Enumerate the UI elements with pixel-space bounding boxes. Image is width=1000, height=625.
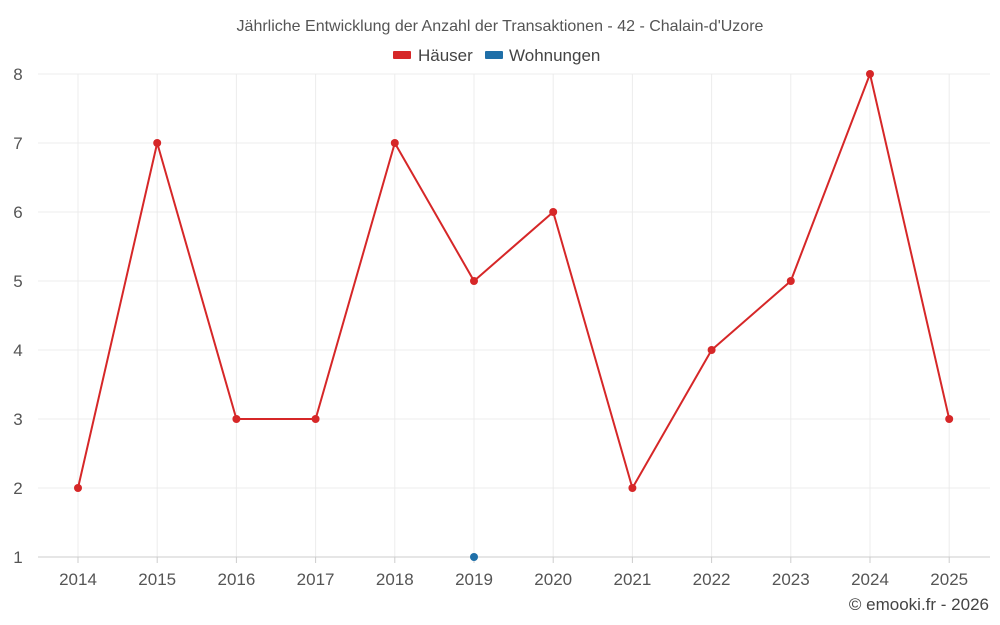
y-tick-label: 1: [13, 548, 22, 567]
legend-item-wohnungen[interactable]: Wohnungen: [485, 46, 600, 65]
y-tick-label: 8: [13, 65, 22, 84]
series-layer: [74, 70, 954, 561]
x-tick-label: 2014: [59, 570, 97, 589]
y-tick-label: 2: [13, 479, 22, 498]
y-tick-label: 5: [13, 272, 22, 291]
x-tick-label: 2019: [455, 570, 493, 589]
x-tick-label: 2021: [613, 570, 651, 589]
y-tick-label: 3: [13, 410, 22, 429]
y-tick-label: 4: [13, 341, 22, 360]
x-tick-label: 2015: [138, 570, 176, 589]
data-point-hauser-2016[interactable]: [232, 415, 241, 423]
chart-title: Jährliche Entwicklung der Anzahl der Tra…: [237, 18, 764, 35]
series-line-hauser: [77, 73, 951, 489]
series-hauser: [74, 70, 954, 492]
data-point-hauser-2015[interactable]: [153, 139, 162, 147]
legend: Häuser Wohnungen: [393, 46, 600, 65]
series-wohnungen: [470, 553, 478, 561]
data-point-wohnungen-2019[interactable]: [470, 553, 478, 561]
legend-label-haeuser: Häuser: [418, 46, 473, 65]
data-point-hauser-2014[interactable]: [74, 484, 82, 492]
x-tick-label: 2024: [851, 570, 889, 589]
credit-text: © emooki.fr - 2026: [849, 595, 989, 614]
data-point-hauser-2020[interactable]: [549, 208, 558, 216]
x-tick-label: 2016: [217, 570, 255, 589]
x-tick-label: 2022: [693, 570, 731, 589]
legend-item-haeuser[interactable]: Häuser: [393, 46, 473, 65]
x-tick-label: 2018: [376, 570, 414, 589]
data-point-hauser-2018[interactable]: [390, 139, 399, 147]
y-tick-label: 7: [13, 134, 22, 153]
x-tick-label: 2020: [534, 570, 572, 589]
x-tick-label: 2025: [930, 570, 968, 589]
data-point-hauser-2024[interactable]: [866, 70, 874, 78]
x-tick-label: 2023: [772, 570, 810, 589]
data-point-hauser-2017[interactable]: [311, 415, 320, 423]
y-axis-ticks: 1 2 3 4 5 6 7 8: [13, 65, 22, 567]
data-point-hauser-2022[interactable]: [707, 346, 716, 354]
x-tick-label: 2017: [297, 570, 335, 589]
x-axis-ticks: 2014 2015 2016 2017 2018 2019 2020 2021 2022 2023…: [59, 557, 968, 589]
legend-swatch-haeuser: [393, 51, 411, 59]
data-point-hauser-2021[interactable]: [628, 484, 637, 492]
y-tick-label: 6: [13, 203, 22, 222]
legend-swatch-wohnungen: [485, 51, 503, 59]
data-point-hauser-2019[interactable]: [470, 277, 478, 285]
data-point-hauser-2025[interactable]: [945, 415, 954, 423]
grid: [38, 73, 990, 557]
legend-label-wohnungen: Wohnungen: [509, 46, 600, 65]
data-point-hauser-2023[interactable]: [786, 277, 795, 285]
